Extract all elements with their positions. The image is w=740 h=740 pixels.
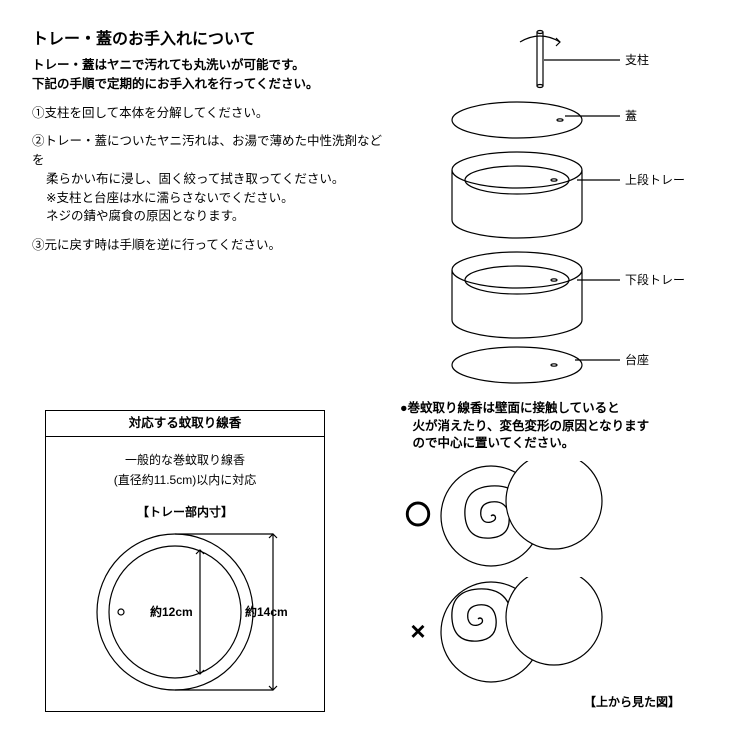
placement-ok-svg bbox=[436, 461, 616, 571]
placement-ok-row: 〇 bbox=[400, 461, 700, 571]
step-1: ①支柱を回して本体を分解してください。 bbox=[32, 104, 392, 123]
placement-caption: 【上から見た図】 bbox=[400, 693, 680, 711]
step2-line1: ②トレー・蓋についたヤニ汚れは、お湯で薄めた中性洗剤などを bbox=[32, 134, 382, 167]
placement-note-l1: ●巻蚊取り線香は壁面に接触していると bbox=[400, 401, 620, 415]
exploded-svg: 支柱 蓋 上段トレー 下段トレー 台座 bbox=[420, 20, 700, 400]
subtitle: トレー・蓋はヤニで汚れても丸洗いが可能です。 下記の手順で定期的にお手入れを行っ… bbox=[32, 56, 392, 94]
label-upper-tray: 上段トレー bbox=[625, 172, 685, 187]
placement-note: ●巻蚊取り線香は壁面に接触していると 火が消えたり、変色変形の原因となります の… bbox=[400, 400, 700, 453]
step-3: ③元に戻す時は手順を逆に行ってください。 bbox=[32, 236, 392, 255]
step2-line2: 柔らかい布に浸し、固く絞って拭き取ってください。 bbox=[46, 172, 344, 186]
compat-box: 対応する蚊取り線香 一般的な巻蚊取り線香 (直径約11.5cm)以内に対応 【ト… bbox=[45, 410, 325, 712]
instructions-text: トレー・蓋のお手入れについて トレー・蓋はヤニで汚れても丸洗いが可能です。 下記… bbox=[32, 28, 392, 255]
dim-14cm: 約14cm bbox=[245, 604, 288, 619]
label-pole: 支柱 bbox=[625, 52, 649, 67]
placement-note-l2: 火が消えたり、変色変形の原因となります bbox=[400, 419, 649, 433]
step2-line3: ※支柱と台座は水に濡らさないでください。 bbox=[46, 191, 294, 205]
page-title: トレー・蓋のお手入れについて bbox=[32, 28, 392, 52]
label-base: 台座 bbox=[625, 352, 649, 367]
placement-ng-row: × bbox=[400, 577, 700, 687]
label-lower-tray: 下段トレー bbox=[625, 272, 685, 287]
steps: ①支柱を回して本体を分解してください。 ②トレー・蓋についたヤニ汚れは、お湯で薄… bbox=[32, 104, 392, 255]
step2-line4: ネジの錆や腐食の原因となります。 bbox=[46, 209, 244, 223]
compat-header: 対応する蚊取り線香 bbox=[46, 411, 324, 437]
dim-12cm: 約12cm bbox=[150, 604, 193, 619]
subtitle-line2: 下記の手順で定期的にお手入れを行ってください。 bbox=[32, 77, 319, 91]
compat-line2: (直径約11.5cm)以内に対応 bbox=[54, 471, 316, 489]
label-lid: 蓋 bbox=[625, 109, 637, 123]
step-2: ②トレー・蓋についたヤニ汚れは、お湯で薄めた中性洗剤などを 柔らかい布に浸し、固… bbox=[32, 132, 392, 226]
subtitle-line1: トレー・蓋はヤニで汚れても丸洗いが可能です。 bbox=[32, 58, 305, 72]
compat-line3: 【トレー部内寸】 bbox=[54, 503, 316, 521]
placement-ng-svg bbox=[436, 577, 616, 687]
ok-mark: 〇 bbox=[400, 496, 436, 535]
placement-note-l3: ので中心に置いてください。 bbox=[400, 436, 574, 450]
compat-body: 一般的な巻蚊取り線香 (直径約11.5cm)以内に対応 【トレー部内寸】 bbox=[46, 437, 324, 711]
ng-mark: × bbox=[400, 612, 436, 651]
exploded-diagram: 支柱 蓋 上段トレー 下段トレー 台座 bbox=[420, 20, 700, 400]
placement-guide: ●巻蚊取り線香は壁面に接触していると 火が消えたり、変色変形の原因となります の… bbox=[400, 400, 700, 711]
compat-svg: 約12cm 約14cm bbox=[75, 527, 295, 697]
compat-line1: 一般的な巻蚊取り線香 bbox=[54, 451, 316, 469]
